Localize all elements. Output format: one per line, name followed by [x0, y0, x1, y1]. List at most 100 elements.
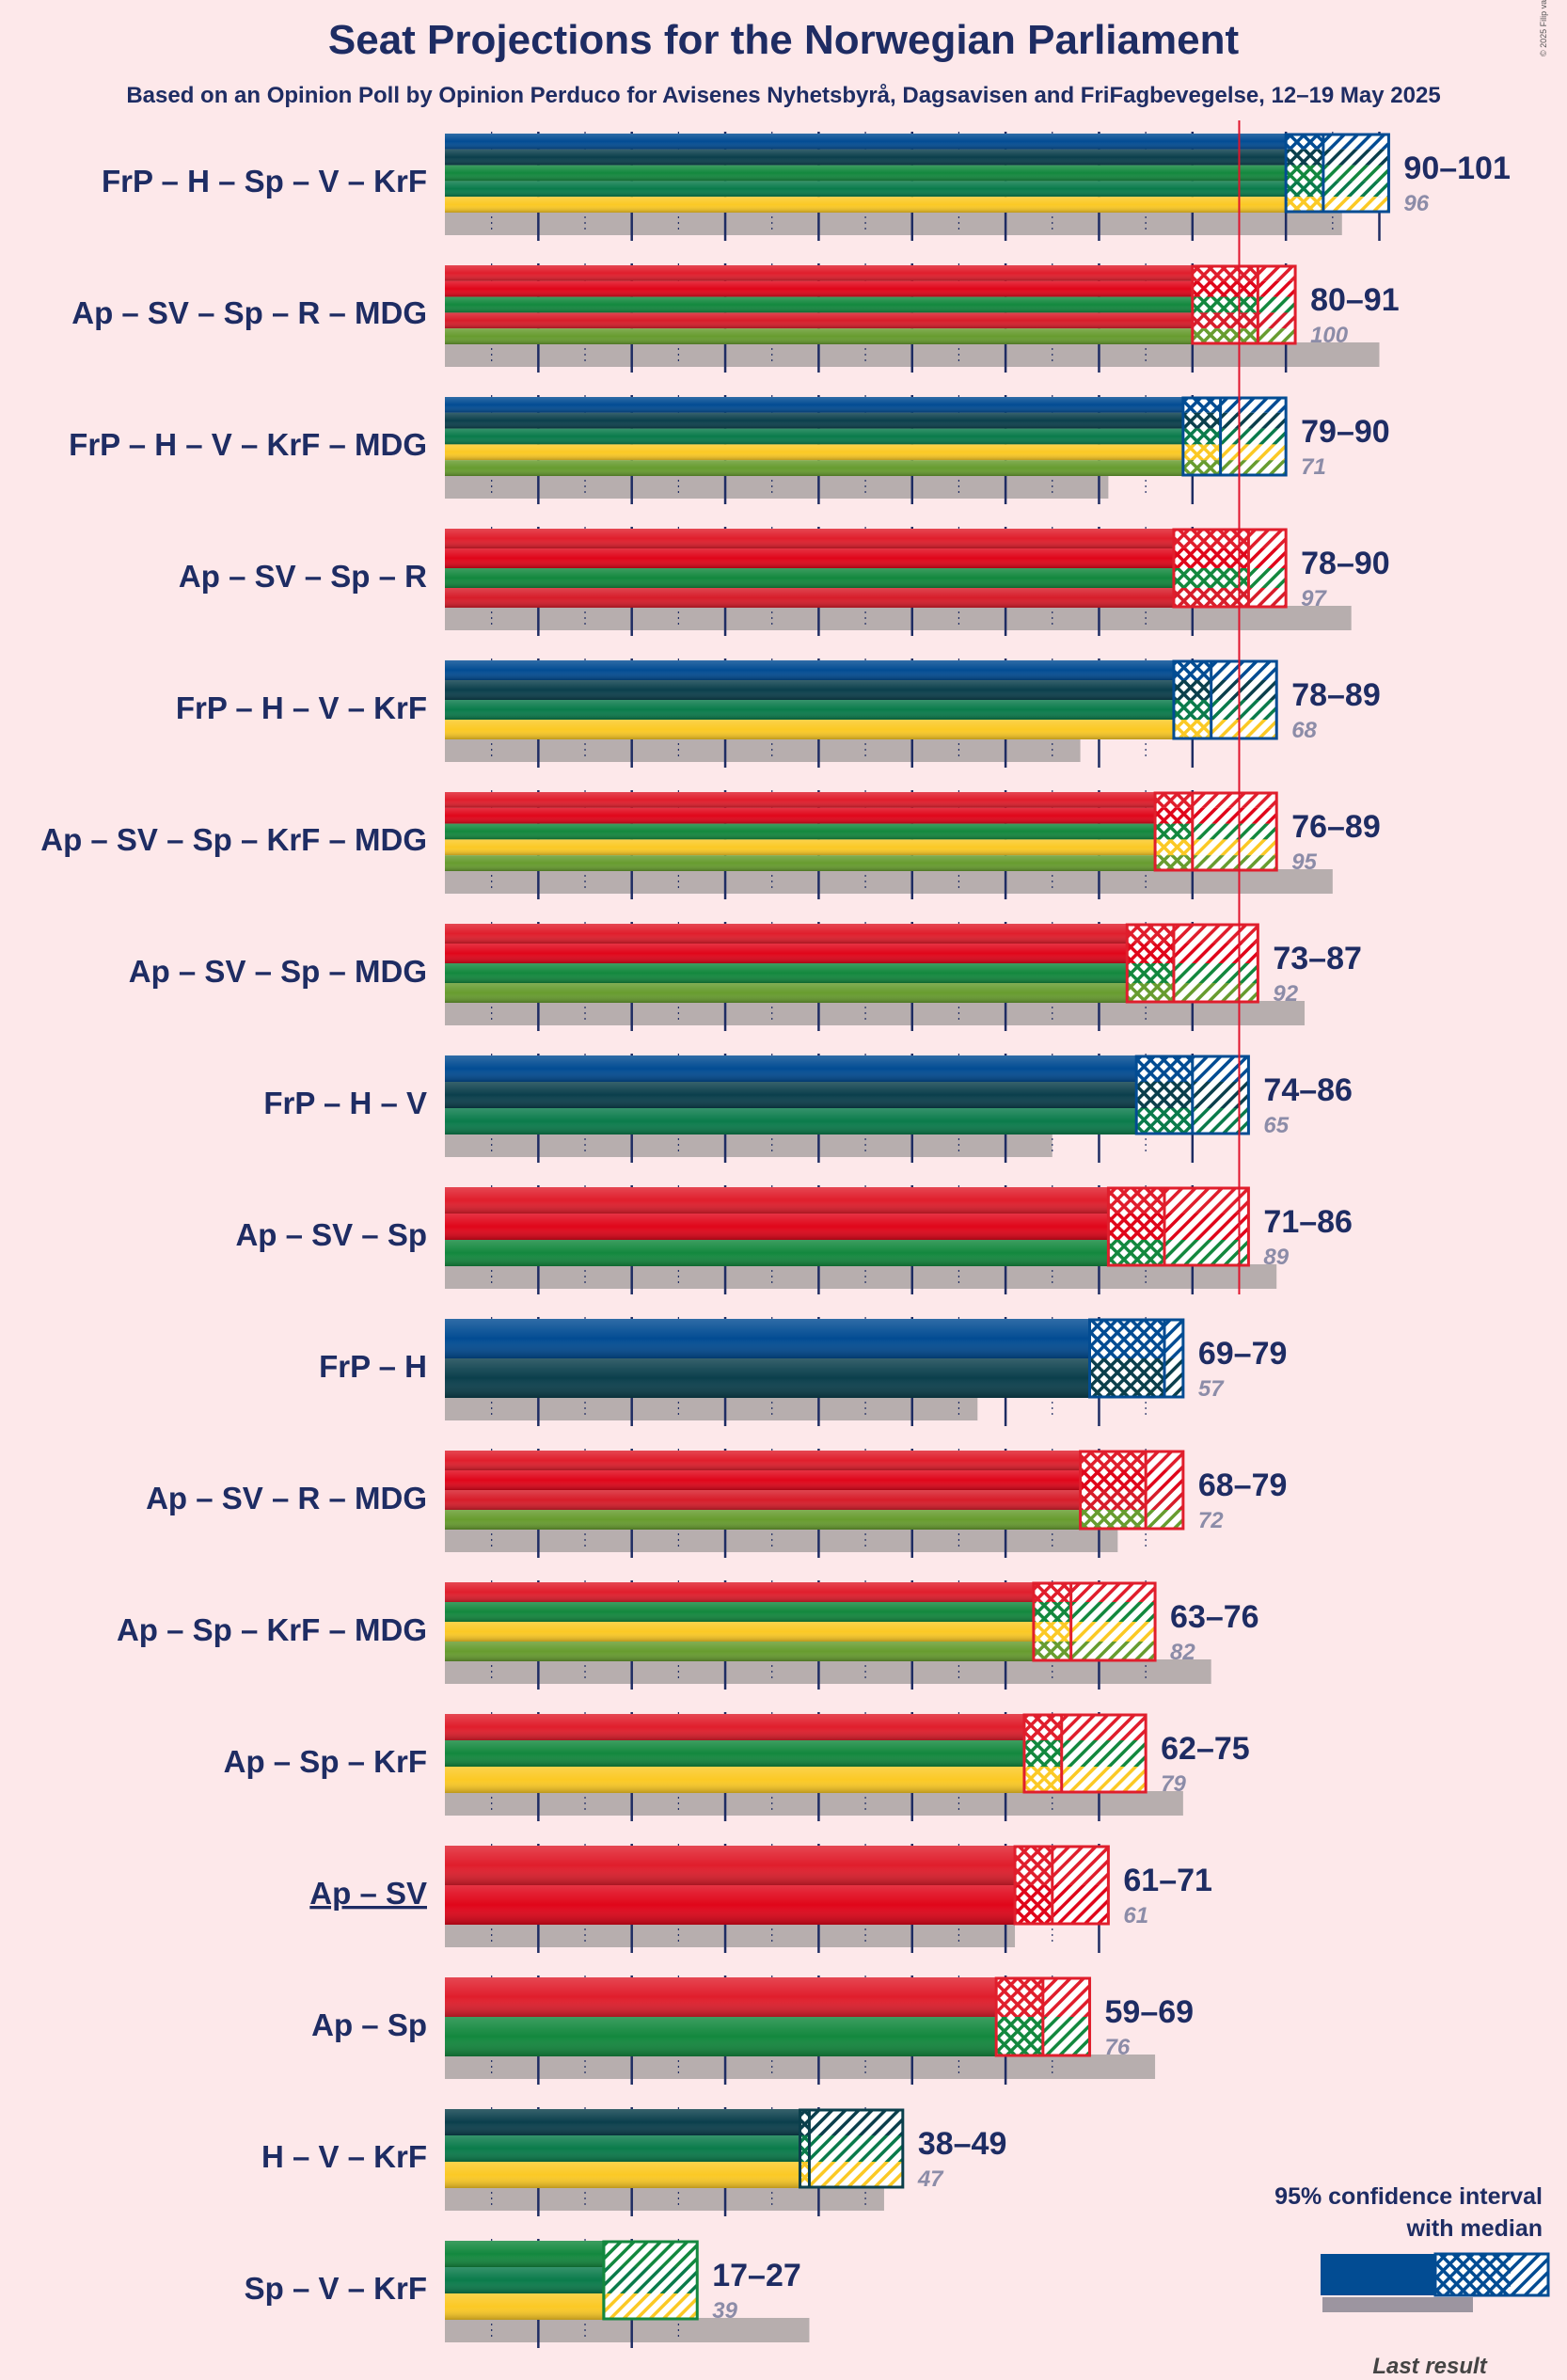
- range-label: 38–49: [918, 2126, 1007, 2162]
- bar-diag-KrF: [809, 2162, 903, 2188]
- chart-row: Ap – Sp 59–69 76: [311, 1975, 1194, 2085]
- bar-diag-KrF: [1322, 197, 1389, 213]
- last-result-bar: [445, 1791, 1183, 1816]
- bar-cross-SV: [1155, 807, 1193, 824]
- last-result-label: 79: [1161, 1771, 1186, 1797]
- bar-cross-SV: [1173, 548, 1249, 568]
- range-label: 68–79: [1198, 1468, 1288, 1503]
- bar-cross-R: [1173, 588, 1249, 608]
- row-label: Ap – SV – Sp – R – MDG: [71, 295, 427, 330]
- bar-shade-Ap: [445, 1187, 1109, 1214]
- bar-cross-V: [1173, 700, 1211, 720]
- bar-shade-H: [445, 2109, 800, 2135]
- last-result-bar: [445, 738, 1081, 762]
- bar-shade-Ap: [445, 792, 1156, 808]
- row-label: FrP – H – Sp – V – KrF: [102, 164, 427, 198]
- interval-outline: [1013, 1845, 1110, 1926]
- last-result-label: 65: [1263, 1113, 1289, 1138]
- chart-row: Ap – SV 61–71 61: [309, 1844, 1212, 1953]
- bar-shade-Ap: [445, 1846, 1016, 1885]
- chart-row: FrP – H – V – KrF 78–89 68: [176, 658, 1381, 768]
- range-label: 80–91: [1310, 282, 1400, 318]
- range-label: 71–86: [1263, 1204, 1353, 1240]
- bar-diag-R: [1258, 312, 1296, 329]
- bar-cross-KrF: [1286, 197, 1323, 213]
- interval-outline: [1191, 264, 1297, 345]
- bar-diag-MDG: [1070, 1642, 1156, 1661]
- bar-shade-Ap: [445, 265, 1193, 281]
- interval-outline: [1106, 1186, 1250, 1267]
- bar-diag-FrP: [1163, 1319, 1183, 1358]
- last-result-bar: [445, 869, 1333, 894]
- bar-diag-H: [1220, 412, 1287, 429]
- last-result-bar: [445, 1528, 1118, 1552]
- bar-shade-KrF: [445, 1767, 1024, 1793]
- row-label: Ap – Sp – KrF – MDG: [117, 1612, 427, 1647]
- bar-cross-Ap: [1033, 1582, 1071, 1602]
- bar-shade-R: [445, 588, 1174, 608]
- bar-shade-H: [445, 1082, 1137, 1108]
- range-label: 78–90: [1301, 546, 1390, 581]
- row-label: Ap – SV – Sp – MDG: [129, 954, 427, 989]
- bar-diag-MDG: [1173, 983, 1258, 1003]
- bar-cross-H: [1173, 680, 1211, 700]
- bar-diag-Sp: [603, 2241, 698, 2267]
- row-label: Ap – Sp: [311, 2007, 427, 2042]
- last-result-bar: [445, 1396, 978, 1420]
- bar-shade-Sp: [445, 568, 1174, 588]
- bar-cross-FrP: [1286, 134, 1323, 150]
- bar-diag-V: [603, 2267, 698, 2293]
- bar-shade-V: [445, 1108, 1137, 1134]
- bar-shade-H: [445, 680, 1174, 700]
- bar-diag-Sp: [1070, 1602, 1156, 1622]
- last-result-bar: [445, 1264, 1277, 1289]
- interval-outline: [1153, 791, 1278, 872]
- last-result-bar: [445, 1001, 1306, 1025]
- bar-diag-V: [809, 2135, 903, 2162]
- bar-cross-KrF: [799, 2162, 810, 2188]
- range-label: 17–27: [712, 2258, 801, 2293]
- bar-shade-Sp: [445, 1240, 1109, 1266]
- bar-diag-Ap: [1248, 529, 1287, 548]
- chart-row: Ap – SV – Sp – R 78–90 97: [179, 527, 1390, 636]
- last-result-label: 71: [1301, 454, 1326, 480]
- last-result-label: 47: [917, 2166, 944, 2192]
- bar-diag-KrF: [1070, 1622, 1156, 1642]
- bar-diag-Ap: [1163, 1187, 1249, 1214]
- interval-outline: [1079, 1450, 1185, 1531]
- bar-shade-R: [445, 1490, 1081, 1510]
- bar-cross-Ap: [1023, 1714, 1062, 1740]
- bar-cross-SV: [1080, 1470, 1147, 1490]
- last-result-bar: [445, 1659, 1211, 1684]
- bar-cross-R: [1080, 1490, 1147, 1510]
- bar-cross-H: [1182, 412, 1221, 429]
- bar-shade-SV: [445, 280, 1193, 297]
- bar-cross-Sp: [1155, 823, 1193, 840]
- chart-row: Ap – SV – Sp – KrF – MDG 76–89 95: [40, 790, 1381, 899]
- bar-diag-V: [1211, 700, 1277, 720]
- bar-diag-Ap: [1192, 792, 1277, 808]
- bar-shade-Sp: [445, 963, 1128, 983]
- bar-shade-MDG: [445, 855, 1156, 871]
- bar-cross-KrF: [1173, 720, 1211, 739]
- bar-cross-FrP: [1173, 660, 1211, 680]
- bar-diag-H: [1211, 680, 1277, 700]
- bar-shade-SV: [445, 548, 1174, 568]
- bar-diag-V: [1322, 181, 1389, 198]
- last-result-bar: [445, 1923, 1016, 1947]
- bar-shade-Ap: [445, 1582, 1034, 1602]
- bar-diag-Ap: [1052, 1846, 1109, 1885]
- row-label: Ap – SV – Sp – KrF – MDG: [40, 822, 427, 857]
- bar-diag-SV: [1192, 807, 1277, 824]
- bar-diag-Sp: [1173, 963, 1258, 983]
- bar-shade-V: [445, 2135, 800, 2162]
- range-label: 90–101: [1403, 151, 1510, 186]
- bar-cross-H: [1136, 1082, 1193, 1108]
- bar-shade-FrP: [445, 1055, 1137, 1082]
- bar-shade-Ap: [445, 1977, 997, 2017]
- bar-diag-KrF: [603, 2293, 698, 2320]
- bar-diag-H: [1322, 149, 1389, 166]
- bar-shade-KrF: [445, 720, 1174, 739]
- bar-cross-H: [799, 2109, 810, 2135]
